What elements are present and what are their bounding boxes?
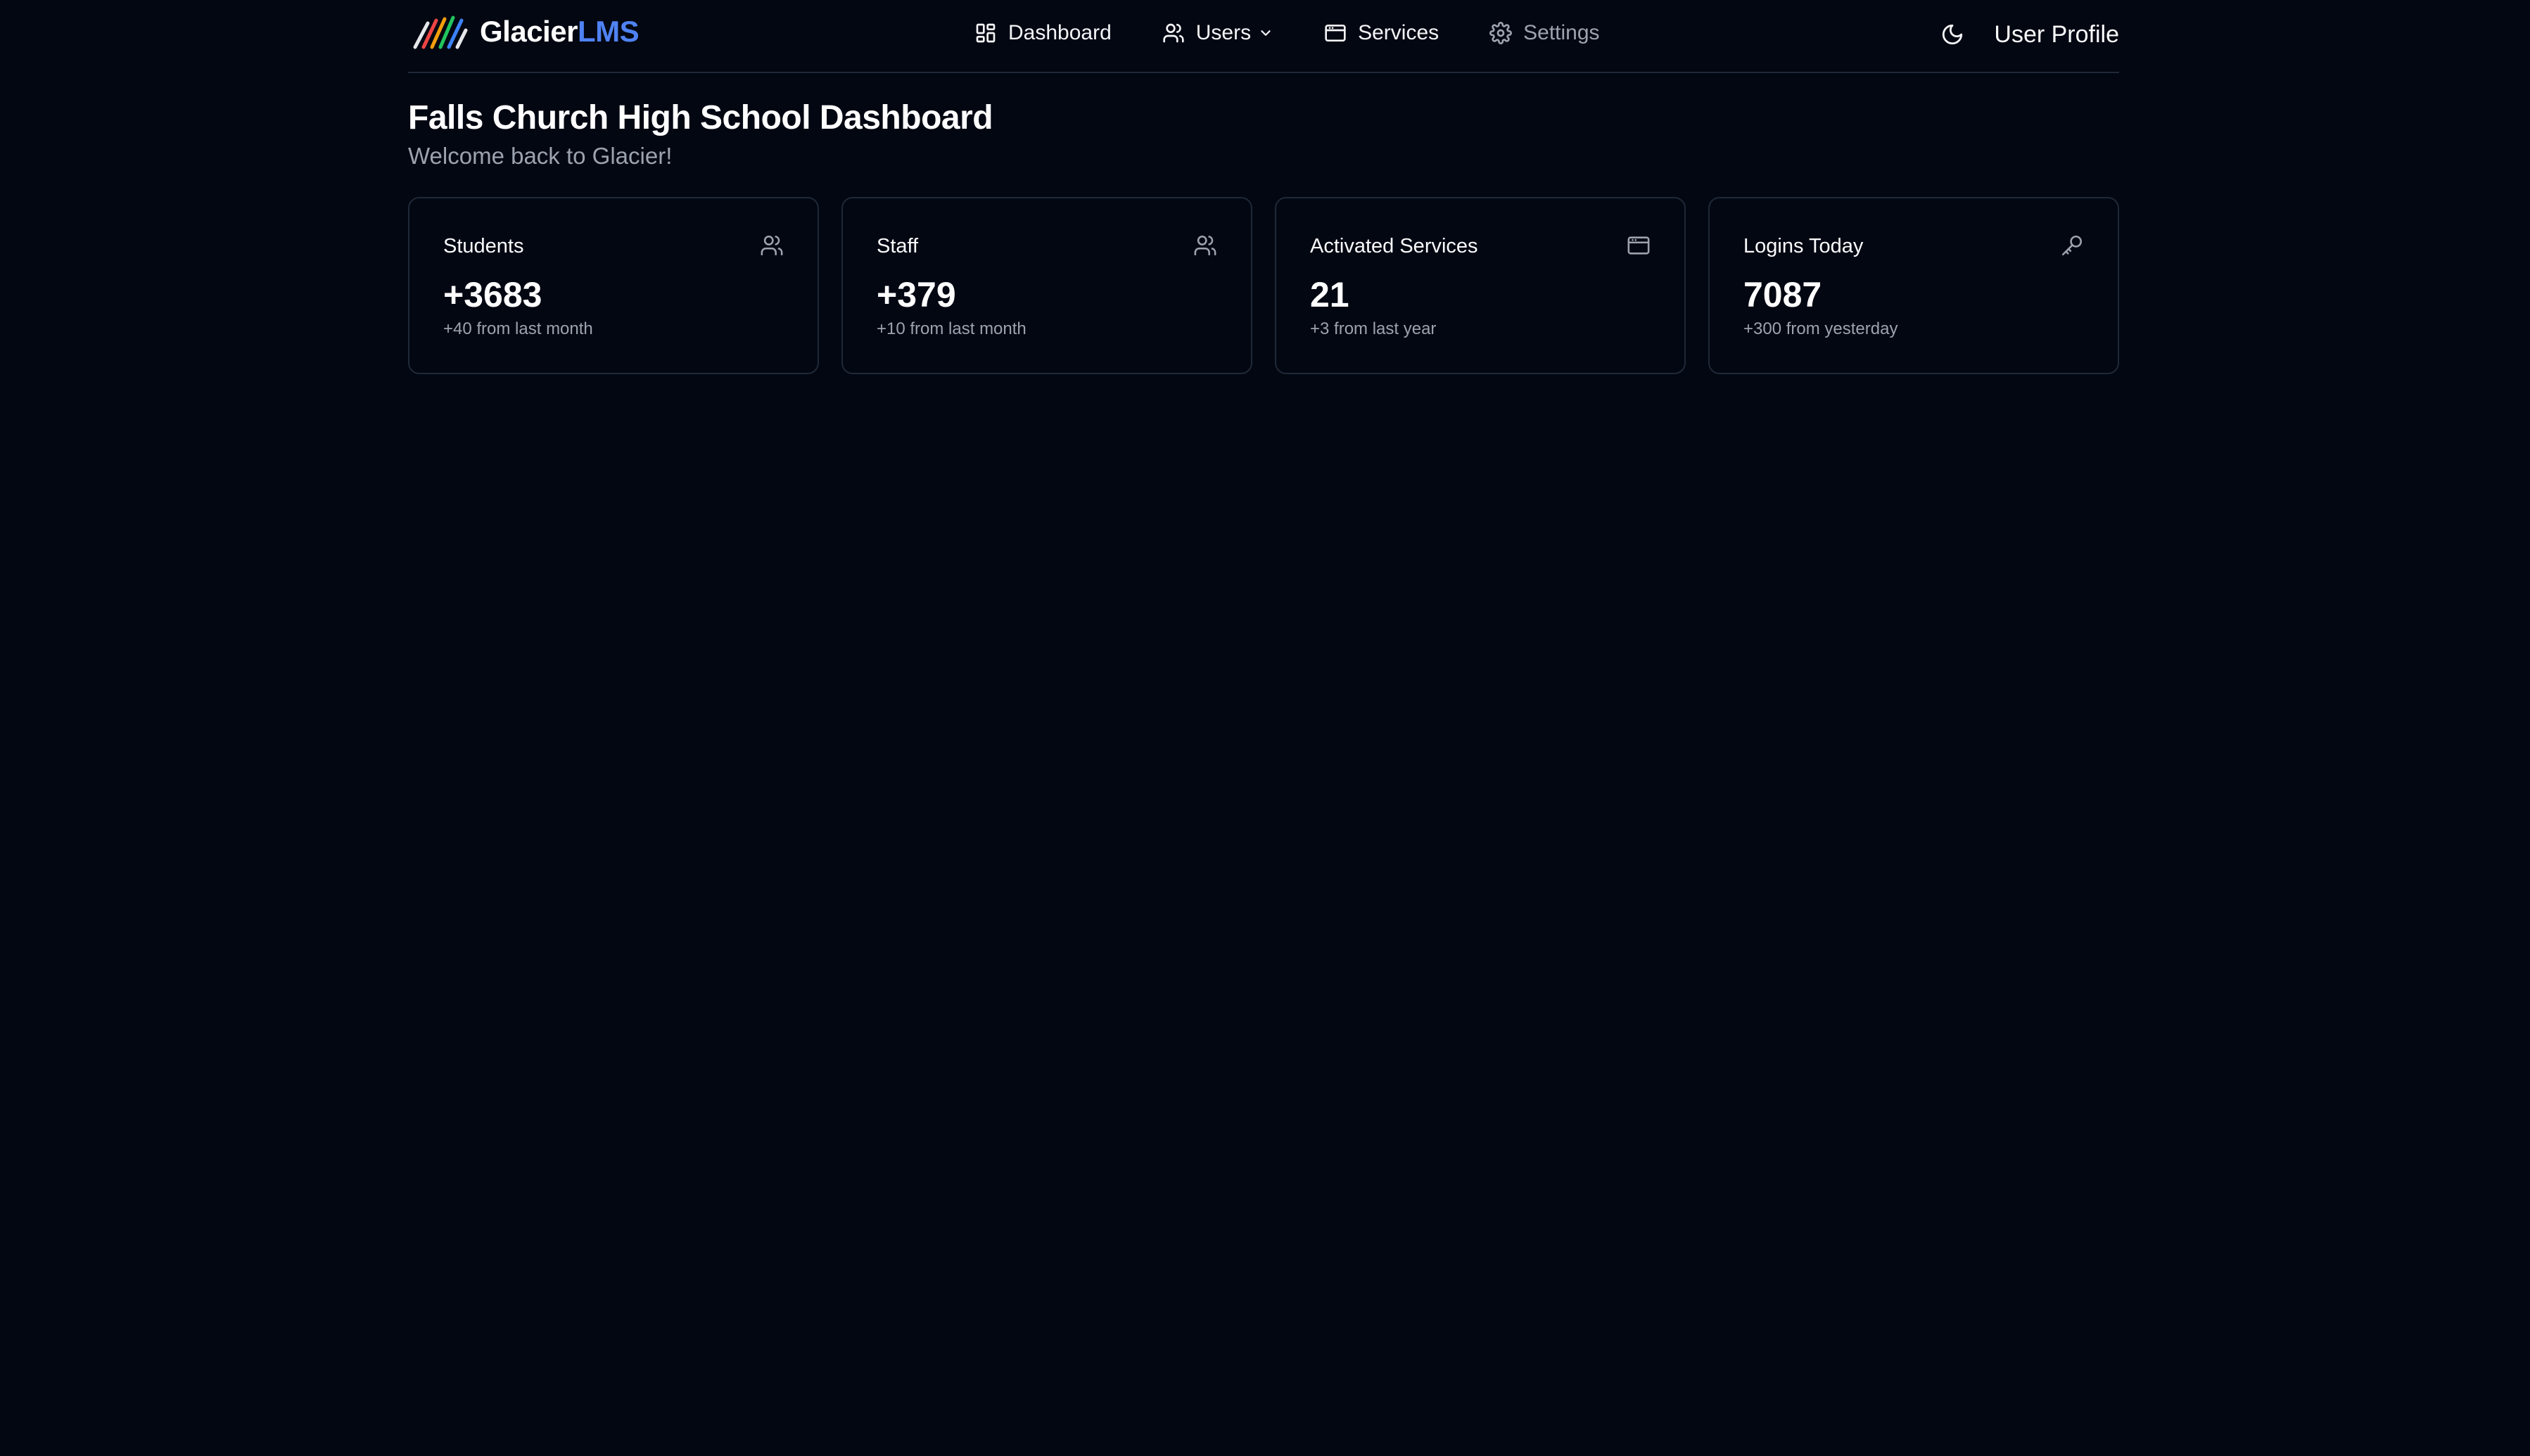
nav-settings-label: Settings <box>1523 21 1600 44</box>
app-window-icon <box>1627 236 1650 255</box>
nav-services-label: Services <box>1358 21 1439 44</box>
page-subtitle: Welcome back to Glacier! <box>408 143 673 169</box>
brand-name-glacier: Glacier <box>480 15 578 48</box>
app-window-icon <box>1325 25 1346 41</box>
stat-card-delta: +40 from last month <box>443 319 593 338</box>
page-title: Falls Church High School Dashboard <box>408 99 993 136</box>
chevron-down-icon <box>1261 30 1271 36</box>
top-navbar: Glacier LMS Dashboard <box>408 0 2119 73</box>
stat-card-activated-services: Activated Services 21 +3 from last year <box>1275 197 1686 374</box>
stat-card-value: 21 <box>1310 275 1349 314</box>
stat-card-logins-today: Logins Today 7087 +300 from yesterday <box>1708 197 2119 374</box>
stat-card-value: +379 <box>877 275 956 314</box>
brand-logo-link[interactable]: Glacier LMS <box>412 10 640 53</box>
stat-card-staff: Staff +379 +10 from last month <box>841 197 1252 374</box>
stat-card-students: Students +3683 +40 from last month <box>408 197 819 374</box>
brand-name: Glacier LMS <box>480 15 640 49</box>
users-icon <box>1194 235 1216 256</box>
header-actions: User Profile <box>1940 18 2119 51</box>
nav-settings[interactable]: Settings <box>1489 21 1600 45</box>
page-container: Glacier LMS Dashboard <box>408 0 2119 374</box>
nav-dashboard[interactable]: Dashboard <box>974 21 1112 45</box>
nav-users[interactable]: Users <box>1162 21 1273 45</box>
brand-name-lms: LMS <box>577 15 640 48</box>
nav-dashboard-label: Dashboard <box>1008 21 1112 44</box>
nav-users-label: Users <box>1195 21 1252 44</box>
stat-card-delta: +3 from last year <box>1310 319 1437 338</box>
main-nav: Dashboard Users <box>974 18 1600 48</box>
gear-icon <box>1489 22 1513 44</box>
stat-card-value: +3683 <box>443 275 542 314</box>
user-profile-link[interactable]: User Profile <box>1994 20 2119 48</box>
users-icon <box>761 235 783 256</box>
glacier-logo-icon <box>413 15 468 49</box>
stat-card-label: Staff <box>877 235 919 257</box>
stat-card-value: 7087 <box>1743 275 1822 314</box>
stat-card-delta: +300 from yesterday <box>1743 319 1898 338</box>
stats-cards: Students +3683 +40 from last month Staff <box>408 197 2119 374</box>
stat-card-label: Activated Services <box>1310 235 1478 257</box>
key-icon <box>2061 235 2083 256</box>
users-icon <box>1163 23 1184 43</box>
stat-card-delta: +10 from last month <box>877 319 1026 338</box>
nav-services[interactable]: Services <box>1324 21 1439 45</box>
moon-icon[interactable] <box>1940 23 1964 46</box>
stat-card-label: Logins Today <box>1743 235 1864 257</box>
stat-card-label: Students <box>443 235 524 257</box>
layout-dashboard-icon <box>976 23 996 43</box>
